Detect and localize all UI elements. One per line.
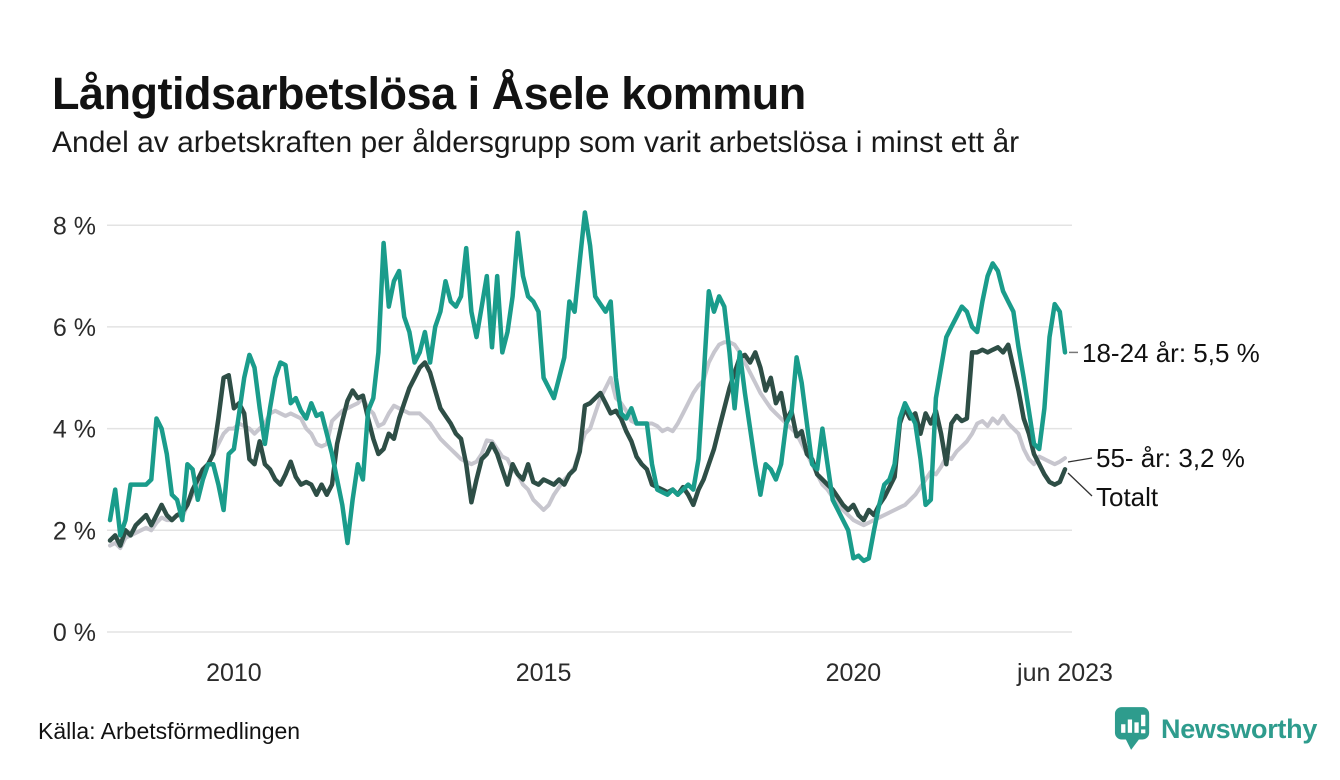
chart-subtitle: Andel av arbetskraften per åldersgrupp s… — [52, 126, 1020, 159]
y-tick-label: 4 % — [53, 416, 96, 444]
page-title: Långtidsarbetslösa i Åsele kommun — [52, 68, 806, 120]
x-tick-label: 2015 — [516, 659, 572, 687]
source-note: Källa: Arbetsförmedlingen — [38, 718, 301, 744]
newsworthy-icon — [1114, 707, 1150, 750]
x-tick-label: jun 2023 — [1016, 659, 1113, 687]
series-end-label-totalt: Totalt — [1096, 482, 1159, 512]
series-end-label-18-24: 18-24 år: 5,5 % — [1082, 338, 1260, 368]
annotation-connector — [1067, 457, 1093, 463]
x-tick-label: 2020 — [826, 659, 882, 687]
annotation-connector — [1067, 472, 1093, 497]
series-line-18-24 — [107, 210, 1068, 564]
y-tick-label: 6 % — [53, 314, 96, 342]
y-tick-label: 0 % — [53, 619, 96, 647]
newsworthy-wordmark: Newsworthy — [1161, 713, 1318, 744]
x-tick-label: 2010 — [206, 659, 262, 687]
newsworthy-logo: Newsworthy — [1114, 706, 1317, 752]
y-tick-label: 2 % — [53, 517, 96, 545]
series-end-label-55: 55- år: 3,2 % — [1096, 443, 1245, 473]
y-tick-label: 8 % — [53, 212, 96, 240]
series-line-55plus — [107, 342, 1068, 548]
